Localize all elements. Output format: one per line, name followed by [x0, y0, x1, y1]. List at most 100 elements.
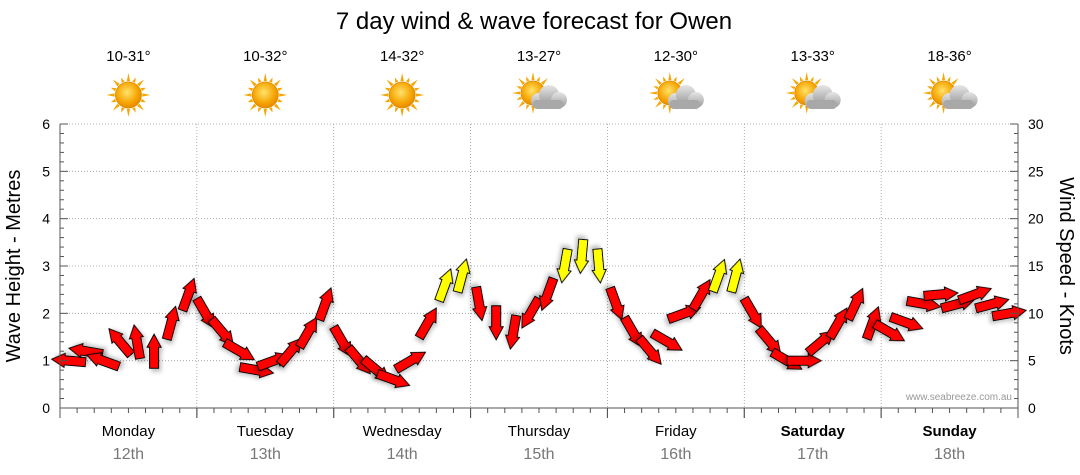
wind-arrow	[539, 276, 559, 312]
wind-arrow	[726, 258, 745, 294]
sun-ray	[132, 107, 136, 113]
sun-ray	[518, 78, 525, 85]
sun-cloud-icon	[648, 72, 704, 114]
sun-ray	[243, 93, 252, 97]
sun-ray	[121, 77, 125, 83]
sun-ray	[142, 93, 151, 97]
sun-ray	[805, 72, 809, 81]
day-column-wednesday: 14-32° Wednesday 14th	[363, 48, 442, 463]
day-column-saturday: 13-33° Saturday 17th	[781, 48, 846, 463]
sun-ray	[140, 98, 146, 103]
sun-ray	[541, 78, 548, 85]
wind-arrow	[605, 285, 625, 321]
day-column-sunday: 18-36° Sunday 18th	[922, 48, 978, 463]
wind-arrow	[414, 307, 437, 341]
wind-arrow	[591, 248, 608, 284]
sun-ray	[384, 98, 390, 103]
wind-arrow	[128, 323, 145, 360]
sun-ray	[405, 107, 410, 113]
right-axis-label: Wind Speed - Knots	[1055, 177, 1077, 355]
wind-arrow	[488, 305, 505, 341]
sun-ray	[655, 101, 662, 108]
sun-ray	[249, 79, 257, 87]
temperature-range: 10-32°	[243, 48, 287, 65]
day-header: 10-31° Monday 12th 10-32° Tuesday 13th 14-32° W…	[102, 48, 978, 463]
day-column-thursday: 13-27° Thursday 15th	[508, 48, 571, 463]
sun-ray	[653, 96, 659, 100]
sun-ray	[673, 76, 677, 82]
temperature-range: 13-33°	[791, 48, 835, 65]
temperature-range: 18-36°	[927, 48, 971, 65]
right-tick-label: 10	[1028, 305, 1044, 321]
sun-ray	[106, 93, 115, 97]
sun-ray	[922, 91, 931, 95]
wind-arrow	[888, 312, 924, 332]
wind-arrow	[521, 295, 544, 329]
wind-arrow	[471, 285, 488, 322]
sun-ray	[653, 86, 659, 90]
sun-ray	[380, 93, 389, 97]
right-tick-label: 0	[1028, 400, 1036, 416]
grid	[60, 123, 1018, 408]
sun-ray	[247, 98, 254, 103]
sun-ray	[790, 96, 796, 100]
right-tick-label: 25	[1028, 163, 1044, 179]
sun-ray	[662, 104, 667, 110]
temperature-range: 12-30°	[654, 48, 698, 65]
wind-arrows	[50, 238, 1028, 389]
wind-arrow	[754, 325, 782, 356]
wind-arrow	[923, 286, 959, 302]
sun-ray	[951, 78, 959, 85]
cloud-base	[943, 100, 974, 109]
wind-arrow	[85, 352, 121, 372]
sun-ray	[531, 72, 535, 81]
wind-arrow	[375, 368, 411, 389]
sun-ray	[799, 104, 804, 110]
sun-ray	[137, 103, 144, 111]
sun-ray	[512, 91, 521, 95]
wind-arrow	[556, 247, 573, 284]
wind-arrow	[177, 277, 197, 313]
sun-disc	[251, 81, 279, 109]
day-name: Monday	[102, 423, 156, 440]
wind-arrow	[635, 334, 662, 366]
sun-ray	[405, 77, 410, 83]
sun-ray	[137, 79, 144, 87]
right-tick-label: 15	[1028, 258, 1044, 274]
temperature-range: 13-27°	[517, 48, 561, 65]
sun-ray	[677, 78, 685, 85]
wind-arrow	[108, 327, 135, 359]
left-tick-label: 6	[42, 116, 50, 132]
wind-arrow	[957, 285, 993, 306]
left-tick-label: 1	[42, 353, 50, 369]
temperature-range: 14-32°	[380, 48, 424, 65]
day-column-monday: 10-31° Monday 12th	[102, 48, 156, 463]
sun-cloud-icon	[922, 72, 978, 114]
sun-ray	[249, 103, 257, 111]
day-date: 15th	[523, 446, 554, 463]
credit-text: www.seabreeze.com.au	[905, 392, 1012, 403]
sun-ray	[942, 105, 946, 114]
sun-ray	[648, 91, 657, 95]
sun-ray	[112, 103, 120, 111]
cloud-base	[806, 100, 837, 109]
sun-ray	[810, 76, 814, 82]
sun-cloud-icon	[785, 72, 841, 114]
day-date: 17th	[797, 446, 828, 463]
left-tick-label: 0	[42, 400, 50, 416]
wind-arrow	[620, 314, 643, 348]
sun-ray	[662, 76, 667, 82]
sun-ray	[258, 77, 262, 83]
sun-ray	[785, 91, 794, 95]
sun-ray	[928, 101, 936, 108]
sun-ray	[516, 86, 522, 90]
sun-ray	[799, 76, 804, 82]
sun-ray	[269, 77, 273, 83]
sun-ray	[384, 87, 390, 92]
cloud	[531, 85, 567, 109]
sun-ray	[126, 73, 131, 82]
temperature-range: 10-31°	[106, 48, 150, 65]
sun-ray	[258, 107, 262, 113]
sun-ray	[279, 93, 288, 97]
sun-ray	[273, 79, 281, 87]
